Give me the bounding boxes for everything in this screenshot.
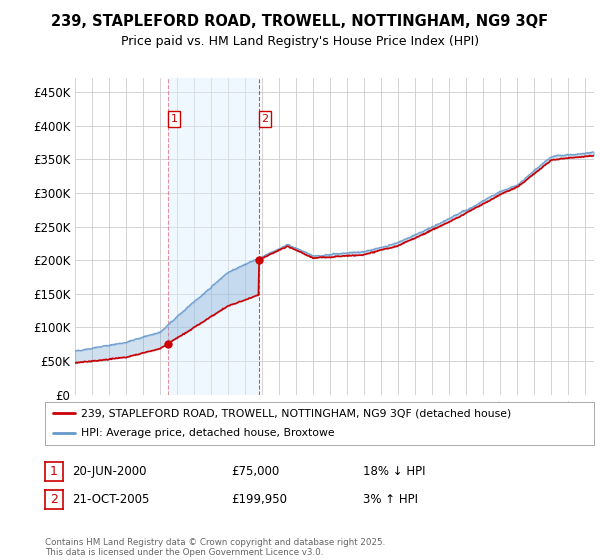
- Text: 21-OCT-2005: 21-OCT-2005: [72, 493, 149, 506]
- Text: 18% ↓ HPI: 18% ↓ HPI: [363, 465, 425, 478]
- Text: 2: 2: [50, 493, 58, 506]
- Text: 1: 1: [50, 465, 58, 478]
- Text: Price paid vs. HM Land Registry's House Price Index (HPI): Price paid vs. HM Land Registry's House …: [121, 35, 479, 48]
- Text: £199,950: £199,950: [231, 493, 287, 506]
- Text: £75,000: £75,000: [231, 465, 279, 478]
- Text: 239, STAPLEFORD ROAD, TROWELL, NOTTINGHAM, NG9 3QF (detached house): 239, STAPLEFORD ROAD, TROWELL, NOTTINGHA…: [80, 408, 511, 418]
- Text: 1: 1: [170, 114, 178, 124]
- Bar: [168, 78, 259, 395]
- Text: Contains HM Land Registry data © Crown copyright and database right 2025.
This d: Contains HM Land Registry data © Crown c…: [45, 538, 385, 557]
- Text: HPI: Average price, detached house, Broxtowe: HPI: Average price, detached house, Brox…: [80, 428, 334, 438]
- Text: 239, STAPLEFORD ROAD, TROWELL, NOTTINGHAM, NG9 3QF: 239, STAPLEFORD ROAD, TROWELL, NOTTINGHA…: [52, 14, 548, 29]
- Text: 3% ↑ HPI: 3% ↑ HPI: [363, 493, 418, 506]
- Text: 20-JUN-2000: 20-JUN-2000: [72, 465, 146, 478]
- Text: 2: 2: [262, 114, 268, 124]
